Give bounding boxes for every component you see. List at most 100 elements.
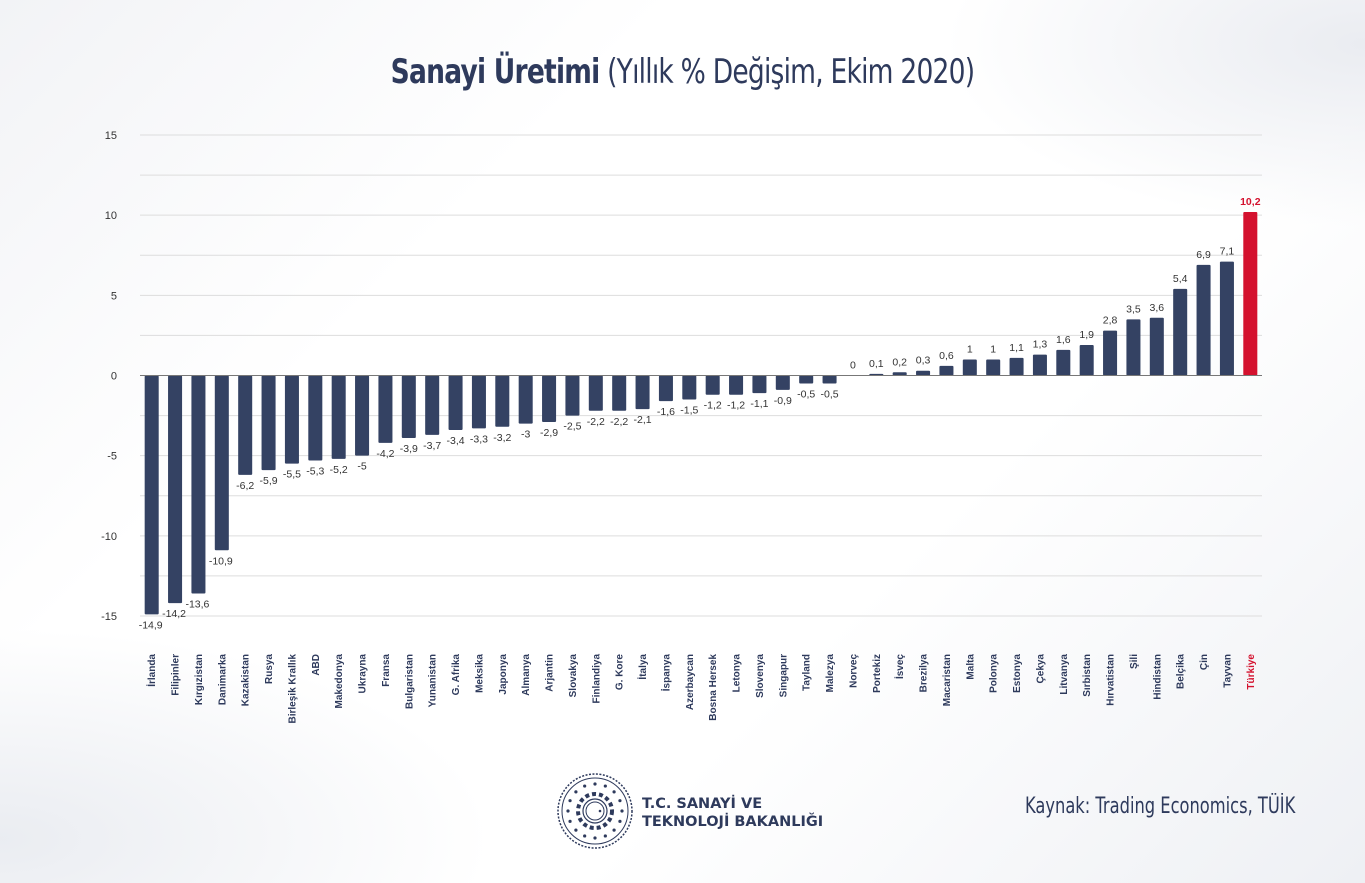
category-label: Sırbistan [1082, 654, 1093, 697]
logo-star-icon [568, 799, 572, 803]
bar [799, 375, 814, 384]
category-label: G. Kore [615, 654, 626, 691]
category-label: Türkiye [1246, 654, 1257, 690]
category-label: Litvanya [1059, 654, 1070, 695]
category-label: Slovakya [568, 654, 579, 698]
logo-star-icon [603, 834, 607, 838]
y-tick-label: 15 [105, 130, 117, 142]
bar [1032, 354, 1047, 376]
value-label: -1,2 [727, 400, 745, 412]
bar [261, 375, 276, 471]
category-label: İtalya [636, 654, 649, 680]
value-label: -5,3 [306, 465, 324, 477]
bar [682, 375, 697, 400]
value-label: 0,3 [916, 355, 931, 367]
bar [635, 375, 650, 410]
value-label: -3,7 [423, 440, 441, 452]
category-label: Polonya [989, 654, 1000, 693]
value-label: -1,6 [657, 406, 675, 418]
value-label: -0,9 [774, 395, 792, 407]
category-labels: İrlanda Filipinler Kırgızistan Danimarka Kaz… [145, 654, 1257, 724]
logo-star-icon [593, 782, 597, 786]
bar [448, 375, 463, 431]
bar [144, 375, 159, 615]
category-label: Fransa [381, 654, 392, 687]
category-label: Çekya [1035, 654, 1046, 684]
bar [1219, 261, 1234, 376]
bar [1079, 345, 1094, 376]
value-label: -3 [521, 429, 530, 441]
category-label: İspanya [659, 654, 672, 692]
value-label: 5,4 [1173, 273, 1188, 285]
ministry-logo-icon [557, 773, 633, 849]
category-label: Norveç [848, 654, 859, 688]
category-label: G. Afrika [451, 654, 462, 696]
value-label: -10,9 [209, 555, 233, 567]
category-label: Tayvan [1222, 654, 1233, 688]
category-label: Rusya [264, 654, 275, 684]
bar [331, 375, 346, 459]
bar [284, 375, 299, 464]
value-label: 3,5 [1126, 303, 1141, 315]
category-label: Finlandiya [591, 654, 602, 704]
category-label: Estonya [1012, 654, 1023, 693]
category-label: Singapur [778, 654, 789, 697]
category-label: İrlanda [145, 654, 158, 687]
value-label: 1,1 [1009, 342, 1024, 354]
value-label: -1,5 [680, 405, 698, 417]
category-label: Macaristan [942, 654, 953, 706]
value-label: -3,9 [400, 443, 418, 455]
category-label: Tayland [802, 654, 813, 691]
value-label: -4,2 [376, 448, 394, 460]
value-label: 0,1 [869, 358, 884, 370]
value-labels: -14,9-14,2-13,6 -10,9 -6,2 -5,9 -5,5 -5,3 -5,2… [139, 196, 1261, 631]
category-label: Hindistan [1152, 654, 1163, 700]
category-label: Çin [1199, 654, 1210, 670]
bar [355, 375, 370, 456]
bar [565, 375, 580, 416]
category-label: Meksika [474, 654, 485, 693]
category-label: Bosna Hersek [708, 654, 719, 721]
category-label: Slovenya [755, 654, 766, 698]
category-label: ABD [311, 654, 322, 676]
logo-star-icon [583, 784, 587, 788]
y-tick-label: 10 [105, 210, 117, 222]
value-label: -14,9 [139, 619, 163, 631]
category-label: Portekiz [872, 654, 883, 693]
category-label: Malezya [825, 654, 836, 693]
bar [612, 375, 627, 411]
bar [308, 375, 323, 461]
ministry-name: T.C. SANAYİ VE TEKNOLOJİ BAKANLIĞI [642, 795, 823, 831]
bar [1056, 349, 1071, 376]
value-label: -2,2 [587, 416, 605, 428]
category-label: Danimarka [217, 654, 228, 706]
y-tick-label: -5 [107, 451, 117, 463]
category-label: Arjantin [545, 654, 556, 692]
ministry-name-line2: TEKNOLOJİ BAKANLIĞI [642, 814, 824, 830]
bar [1196, 264, 1211, 376]
category-label: Malta [965, 654, 976, 680]
category-label: Letonya [732, 654, 743, 693]
y-tick-label: -15 [101, 611, 117, 623]
bar [1009, 357, 1024, 376]
chart-title-bold: Sanayi Üretimi [390, 52, 601, 92]
bar [191, 375, 206, 594]
bar [1173, 288, 1188, 376]
category-label: Ukrayna [358, 654, 369, 694]
category-label: İsveç [893, 654, 906, 679]
bar [916, 370, 931, 376]
logo-star-icon [568, 819, 572, 823]
gridlines [140, 134, 1262, 617]
value-label: 1 [967, 343, 973, 355]
category-label: Yunanistan [428, 654, 439, 707]
bar [1149, 317, 1164, 376]
value-label: 1 [990, 343, 996, 355]
bar [705, 375, 720, 395]
value-label: -3,4 [447, 435, 465, 447]
logo-star-icon [574, 828, 578, 832]
value-label: 3,6 [1150, 302, 1165, 314]
value-label: 7,1 [1220, 246, 1235, 258]
y-tick-label: -10 [101, 531, 117, 543]
logo-star-icon [574, 790, 578, 794]
